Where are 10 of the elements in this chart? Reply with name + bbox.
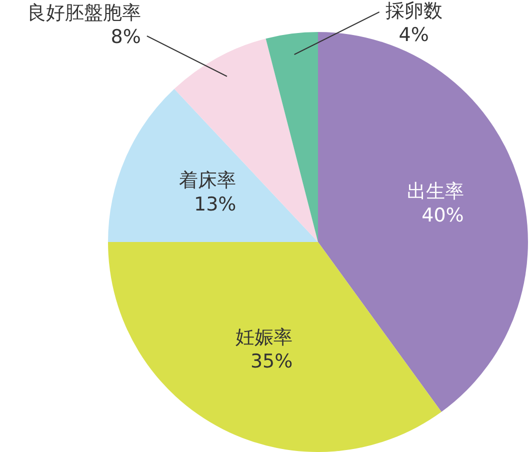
- slice-label: 着床率: [179, 170, 236, 192]
- slice-label: 採卵数: [385, 0, 442, 22]
- slice-label: 良好胚盤胞率: [26, 2, 141, 24]
- data-label: 8%: [110, 26, 141, 48]
- data-label: 4%: [398, 24, 429, 46]
- data-label: 35%: [250, 350, 293, 372]
- slice-label: 妊娠率: [236, 326, 293, 348]
- slice-label: 出生率: [406, 180, 464, 202]
- data-label: 13%: [194, 194, 236, 216]
- data-label: 40%: [422, 204, 464, 226]
